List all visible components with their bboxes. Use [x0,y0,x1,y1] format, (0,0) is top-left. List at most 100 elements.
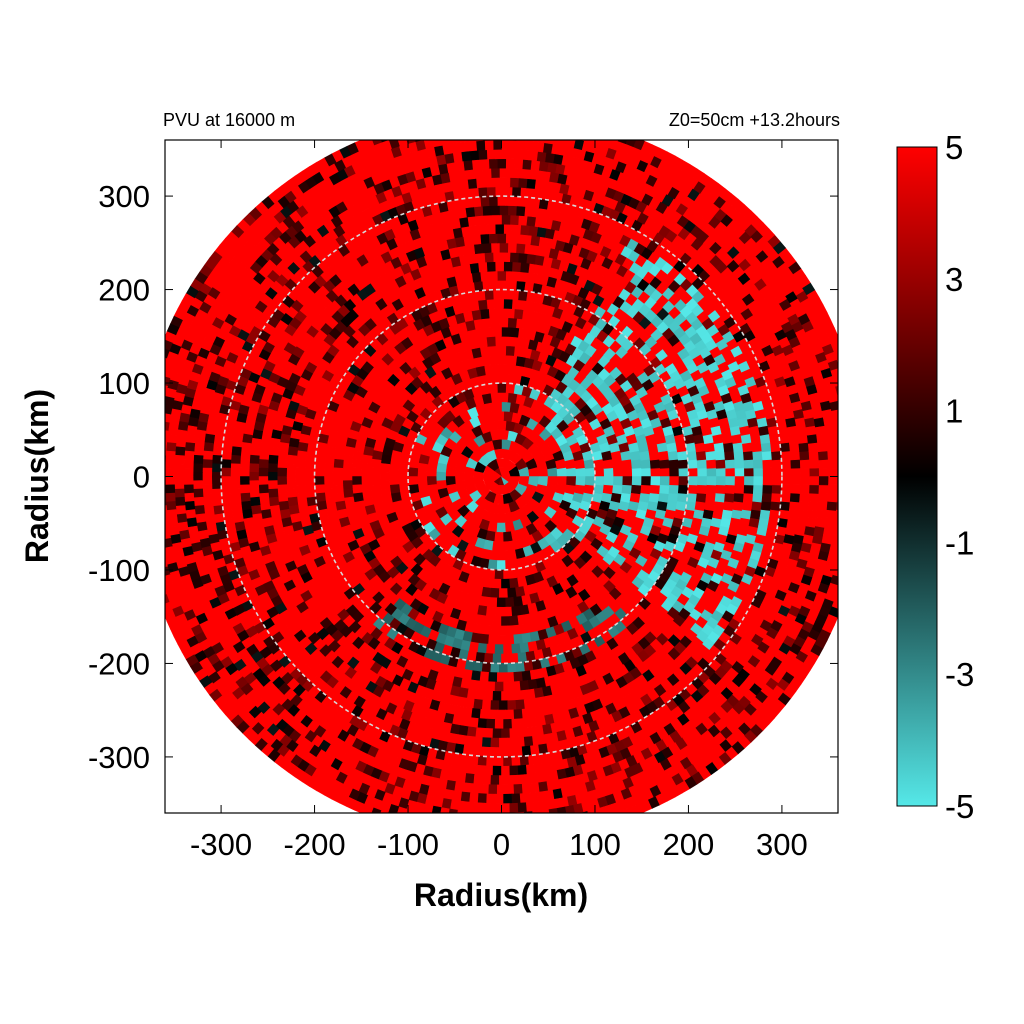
field-cell [467,764,478,775]
field-cell [825,509,837,520]
field-cell [507,700,517,711]
field-cell [694,500,706,512]
field-cell [483,652,494,664]
field-cell [740,509,752,520]
field-cell [799,459,811,469]
field-cell [517,727,528,739]
field-cell [496,307,507,318]
field-cell [492,251,502,263]
field-cell [471,745,482,757]
field-cell [527,716,539,728]
field-cell [528,792,539,803]
field-cell [501,177,511,188]
field-cell [492,765,502,776]
field-cell [258,476,269,486]
field-cell [435,471,446,482]
field-cell [501,690,511,702]
field-cell [534,216,545,228]
field-cell [498,550,509,561]
field-cell [503,373,513,384]
field-cell [177,420,189,432]
field-cell [817,500,829,511]
field-cell [486,718,496,730]
field-cell [165,484,176,494]
field-cell [800,476,811,486]
field-cell [497,121,506,130]
field-cell [148,434,158,443]
field-cell [165,476,175,486]
field-cell [519,792,530,804]
field-cell [501,401,511,412]
field-cell [833,517,838,527]
field-cell [540,170,551,182]
field-cell [486,298,496,310]
field-cell [503,223,513,235]
field-cell [286,480,297,490]
field-cell [556,476,568,486]
field-cell [379,471,390,482]
field-cell [457,809,467,813]
field-cell [388,467,400,477]
field-cell [452,790,463,802]
field-cell [519,755,530,766]
field-cell [806,509,818,520]
field-cell [496,784,507,795]
field-cell [258,484,269,494]
field-cell [613,467,624,477]
field-cell [789,492,801,503]
field-cell [454,705,465,717]
field-cell [450,799,461,811]
field-cell [706,467,717,477]
field-cell [621,458,633,469]
field-cell [649,484,661,495]
field-cell [479,671,490,683]
field-cell [538,236,549,248]
field-cell [469,149,480,161]
field-cell [479,708,490,720]
field-cell [398,480,410,491]
field-cell [555,817,565,828]
field-cell [473,280,484,292]
field-cell [269,437,281,449]
field-cell [659,458,670,469]
field-cell [165,554,166,560]
field-cell [239,459,251,469]
field-cell [361,471,372,482]
field-cell [446,124,456,134]
field-cell [695,450,707,461]
field-cell [475,727,486,739]
field-cell [496,635,507,646]
field-cell [724,450,735,461]
field-cell [165,430,169,440]
field-cell [370,467,381,477]
field-cell [501,765,511,776]
field-cell [496,747,507,758]
field-cell [481,662,492,673]
field-cell [458,141,469,153]
field-cell [371,450,383,461]
field-cell [295,458,307,469]
field-cell [799,484,811,494]
field-cell [513,308,524,320]
field-cell [230,471,241,482]
field-cell [529,234,541,247]
field-cell [239,476,250,486]
field-cell [473,698,484,710]
field-cell [505,345,515,356]
field-cell [473,736,484,748]
field-cell [481,624,492,636]
field-cell [781,476,792,486]
field-cell [490,205,500,216]
field-cell [276,458,288,469]
field-cell [211,488,223,499]
field-cell [771,459,783,469]
field-cell [807,500,819,511]
field-cell [194,437,206,448]
field-cell [496,672,507,683]
field-cell [769,509,781,520]
field-cell [426,476,437,486]
field-cell [511,755,522,767]
field-cell [490,242,500,253]
field-cell [466,650,478,663]
field-cell [762,484,773,494]
